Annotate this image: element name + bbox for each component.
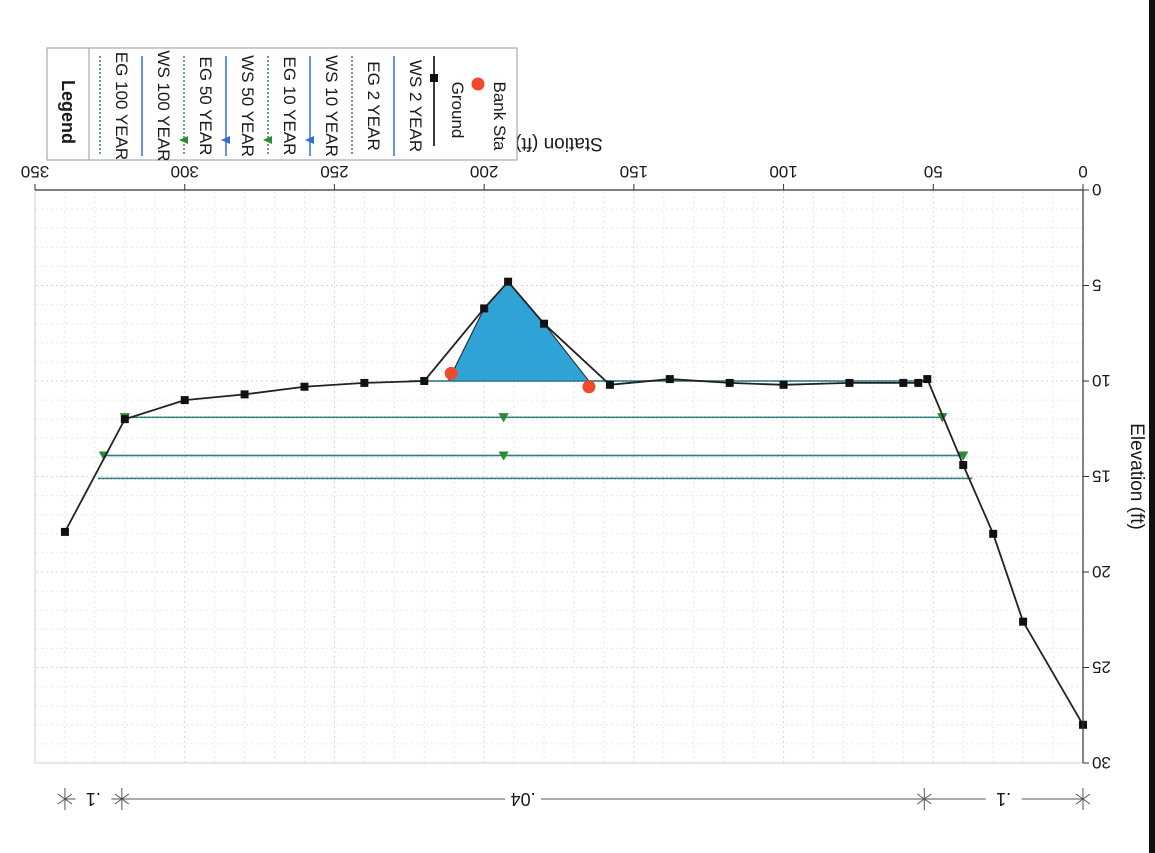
ground-point — [540, 319, 549, 328]
legend-label: WS 2 YEAR — [406, 60, 425, 152]
manning-n-label-bg — [985, 787, 1022, 811]
legend-swatch-marker — [471, 77, 485, 91]
y-tick-label: 20 — [1092, 562, 1111, 581]
ground-point — [989, 529, 998, 538]
manning-n-value: .04 — [511, 789, 536, 809]
scan-edge — [1149, 0, 1155, 853]
ground-point — [180, 396, 189, 405]
legend-label: EG 2 YEAR — [364, 61, 383, 150]
legend-title: Legend — [58, 80, 78, 144]
legend-label: WS 10 YEAR — [322, 55, 341, 157]
ground-point — [665, 375, 674, 384]
manning-n-arrow — [114, 793, 130, 805]
ground-point — [725, 378, 734, 387]
x-tick-label: 0 — [1078, 162, 1087, 181]
bank-station-point — [582, 380, 596, 394]
ground-point — [914, 378, 923, 387]
y-tick-label: 0 — [1092, 180, 1101, 199]
ground-point — [899, 378, 908, 387]
x-tick-label: 250 — [320, 162, 348, 181]
ground-line — [64, 280, 1084, 726]
ws-marker — [937, 413, 948, 423]
legend: Legend EG 100 YEAR WS 100 YEAR EG 50 YEAR WS… — [46, 47, 518, 162]
manning-n-value: .1 — [86, 789, 101, 809]
x-tick-label: 100 — [769, 162, 797, 181]
legend-label: EG 50 YEAR — [196, 57, 215, 156]
legend-label: WS 50 YEAR — [238, 55, 257, 157]
y-tick-label: 25 — [1092, 658, 1111, 677]
ground-point — [240, 390, 249, 399]
legend-swatch-marker — [179, 136, 188, 144]
grid — [34, 189, 1084, 764]
ground-point — [60, 527, 69, 536]
x-axis-title: Station (ft) — [515, 133, 603, 154]
bank-station-point — [444, 366, 458, 380]
x-tick-label: 150 — [620, 162, 648, 181]
legend-label: Ground — [448, 82, 467, 139]
x-tick-label: 350 — [21, 162, 49, 181]
ground-point — [1019, 617, 1028, 626]
manning-n-value: .1 — [996, 789, 1011, 809]
ground-point — [480, 304, 489, 313]
y-tick-label: 30 — [1092, 753, 1111, 772]
manning-n-label-bg — [505, 787, 542, 811]
manning-n-arrow — [57, 793, 73, 805]
legend-label: EG 100 YEAR — [112, 52, 131, 160]
legend-swatch-marker — [221, 136, 230, 144]
x-tick-label: 200 — [470, 162, 498, 181]
y-tick-label: 5 — [1092, 276, 1101, 295]
ground-point — [120, 415, 129, 424]
ws-marker — [958, 451, 969, 461]
chart-root: 0 50 100 150 200 250 300 350 0 5 10 15 20 25 30 Station… — [21, 47, 1147, 811]
legend-box — [46, 47, 518, 161]
legend-label: Bank Sta — [490, 82, 509, 152]
legend-label: EG 10 YEAR — [280, 57, 299, 156]
manning-n-arrow — [1075, 793, 1091, 805]
manning-n-bar: .1 .04 .1 — [57, 787, 1091, 811]
ground-point — [420, 377, 429, 385]
legend-swatch-marker — [263, 136, 272, 144]
axes: 0 50 100 150 200 250 300 350 0 5 10 15 20 25 30 Station… — [21, 133, 1147, 772]
ground-point — [605, 380, 614, 389]
ws-marker — [498, 413, 509, 423]
manning-n-arrow — [917, 793, 932, 805]
y-axis-title: Elevation (ft) — [1126, 423, 1147, 530]
ground-point — [779, 380, 788, 389]
ws-marker — [498, 451, 509, 461]
ground-point — [360, 378, 369, 387]
bank-station-layer — [444, 366, 596, 394]
ground-point — [845, 378, 854, 387]
ground-point — [300, 382, 309, 391]
legend-swatch-marker — [430, 74, 438, 82]
x-tick-label: 300 — [171, 162, 199, 181]
legend-swatch-marker — [305, 136, 314, 144]
ground-point — [504, 277, 513, 286]
legend-label: WS 100 YEAR — [154, 50, 173, 161]
y-tick-label: 10 — [1092, 371, 1111, 390]
x-tick-label: 50 — [924, 162, 943, 181]
y-tick-label: 15 — [1092, 467, 1111, 486]
ground-point — [959, 461, 968, 470]
ground-point — [923, 375, 932, 384]
manning-n-label-bg — [75, 787, 112, 811]
